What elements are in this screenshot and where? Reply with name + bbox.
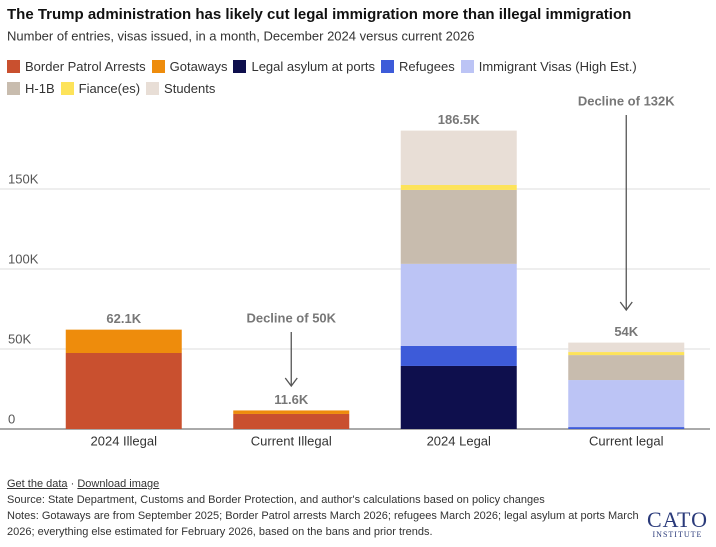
legend-item: Gotaways — [151, 56, 228, 78]
legend-label: Border Patrol Arrests — [25, 59, 146, 74]
legend-item: Immigrant Visas (High Est.) — [460, 56, 637, 78]
legend-swatch — [7, 60, 20, 73]
link[interactable]: Download image — [77, 478, 160, 490]
chart: The Trump administration has likely cut … — [0, 6, 710, 448]
logo-text: CATO — [646, 507, 708, 532]
legend-swatch — [60, 82, 74, 95]
legend-item: Legal asylum at ports — [233, 56, 375, 78]
legend-item: Students — [146, 78, 215, 100]
bar-segment — [400, 263, 517, 346]
bar-segment — [400, 185, 517, 190]
total-label: 62.1K — [106, 311, 141, 326]
legend-label: Legal asylum at ports — [251, 59, 376, 74]
legend-item: Border Patrol Arrests — [7, 56, 146, 78]
legend-label: Fiance(es) — [78, 81, 141, 96]
x-tick-label: Current legal — [589, 433, 664, 448]
legend-item: Refugees — [381, 56, 455, 78]
bar-segment — [233, 410, 350, 414]
chart-title: The Trump administration has likely cut … — [7, 6, 631, 23]
link[interactable]: Get the data — [7, 478, 68, 490]
legend-label: Gotaways — [169, 59, 228, 74]
y-tick-label: 150K — [8, 171, 39, 186]
total-label: 54K — [614, 324, 638, 339]
legend-swatch — [233, 60, 247, 73]
x-tick-label: 2024 Illegal — [91, 433, 158, 448]
bar-segment — [233, 413, 350, 429]
bar-segment — [400, 345, 517, 366]
annotation: Decline of 50K — [246, 310, 336, 325]
bar-segment — [400, 365, 517, 429]
x-tick-label: Current Illegal — [251, 433, 332, 448]
arrow-head — [619, 301, 633, 312]
y-tick-label: 50K — [8, 331, 31, 346]
legend-swatch — [460, 60, 474, 73]
bar-segment — [568, 352, 685, 356]
footer: Get the data · Download image Source: St… — [7, 476, 647, 540]
total-label: 186.5K — [438, 112, 481, 127]
legend-label: Immigrant Visas (High Est.) — [478, 59, 637, 74]
bar-segment — [400, 130, 517, 185]
x-tick-label: 2024 Legal — [427, 433, 491, 448]
bar-segment — [568, 342, 685, 353]
bar-segment — [65, 353, 182, 429]
legend-swatch — [151, 60, 165, 73]
legend-label: Students — [164, 81, 216, 96]
bar-segment — [568, 380, 685, 428]
legend: Border Patrol Arrests Gotaways Legal asylu… — [7, 56, 667, 100]
bar-segment — [400, 189, 517, 264]
bar-segment — [568, 427, 685, 429]
legend-label: H-1B — [25, 81, 55, 96]
bar-segment — [65, 329, 182, 353]
logo: CATO INSTITUTE — [646, 507, 708, 540]
total-label: 11.6K — [274, 392, 309, 407]
notes: Notes: Gotaways are from September 2025;… — [7, 510, 639, 538]
legend-swatch — [7, 82, 20, 95]
y-tick-label: 0 — [8, 411, 15, 426]
source: Source: State Department, Customs and Bo… — [7, 494, 545, 506]
legend-swatch — [146, 82, 160, 95]
legend-label: Refugees — [399, 59, 455, 74]
chart-subtitle: Number of entries, visas issued, in a mo… — [7, 28, 475, 43]
legend-swatch — [381, 60, 395, 73]
legend-item: H-1B — [7, 78, 55, 100]
arrow-head — [284, 377, 298, 388]
y-tick-label: 100K — [8, 251, 39, 266]
legend-item: Fiance(es) — [60, 78, 141, 100]
annotation: Decline of 132K — [578, 93, 675, 108]
logo-sub: INSTITUTE — [652, 530, 703, 539]
bar-segment — [568, 355, 685, 381]
